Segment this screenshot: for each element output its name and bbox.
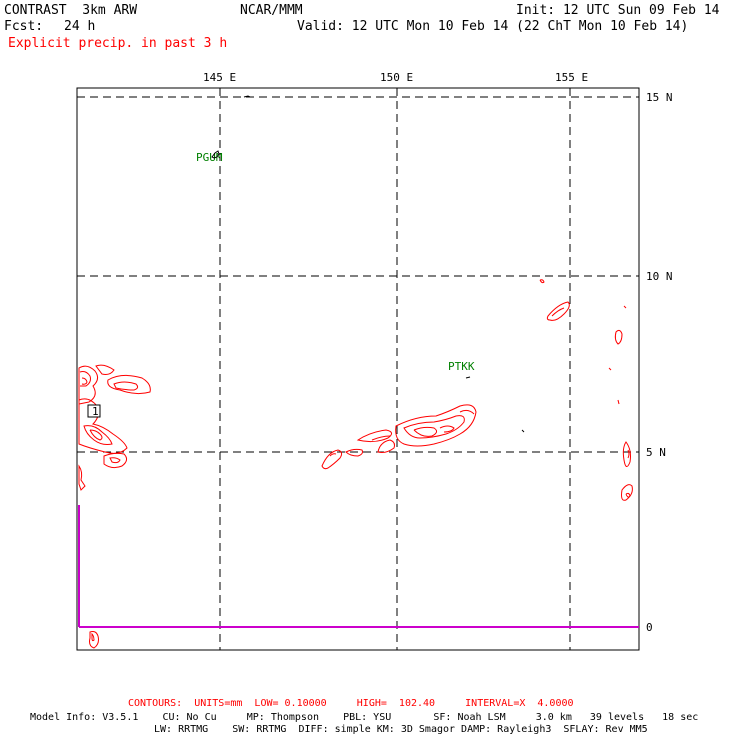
lon-label-150e: 150 E bbox=[380, 71, 413, 84]
model-info-line2: LW: RRTMG SW: RRTMG DIFF: simple KM: 3D … bbox=[154, 724, 648, 735]
coastline-north bbox=[243, 95, 251, 98]
forecast-label: Fcst: bbox=[4, 19, 44, 34]
field-title: Explicit precip. in past 3 h bbox=[8, 36, 228, 51]
lat-label-15n: 15 N bbox=[646, 91, 673, 104]
contour-label: 1 bbox=[92, 405, 99, 418]
lat-label-equator: 0 bbox=[646, 621, 653, 634]
model-title: CONTRAST 3km ARW bbox=[4, 3, 138, 18]
init-time: Init: 12 UTC Sun 09 Feb 14 bbox=[516, 3, 720, 18]
coastline-guam bbox=[211, 150, 220, 159]
contour-info: CONTOURS: UNITS=mm LOW= 0.10000 HIGH= 10… bbox=[128, 698, 574, 709]
lat-lon-grid bbox=[77, 88, 639, 650]
lon-label-155e: 155 E bbox=[555, 71, 588, 84]
coastline-chuuk bbox=[465, 376, 471, 379]
forecast-hour: 24 h bbox=[64, 19, 96, 34]
map-frame bbox=[76, 87, 640, 651]
station-label-pgum: PGUM bbox=[196, 151, 223, 164]
precip-contours bbox=[78, 279, 633, 649]
valid-time: Valid: 12 UTC Mon 10 Feb 14 (22 ChT Mon … bbox=[297, 19, 689, 34]
station-label-ptkk: PTKK bbox=[448, 360, 475, 373]
lon-label-145e: 145 E bbox=[203, 71, 236, 84]
coastlines bbox=[211, 95, 525, 433]
model-info-line1: Model Info: V3.5.1 CU: No Cu MP: Thompso… bbox=[30, 712, 699, 723]
coastline-east bbox=[521, 429, 525, 433]
contour-label-box bbox=[87, 404, 101, 418]
org-label: NCAR/MMM bbox=[240, 3, 303, 18]
lat-label-10n: 10 N bbox=[646, 270, 673, 283]
lat-label-5n: 5 N bbox=[646, 446, 666, 459]
equator-line bbox=[78, 505, 639, 628]
